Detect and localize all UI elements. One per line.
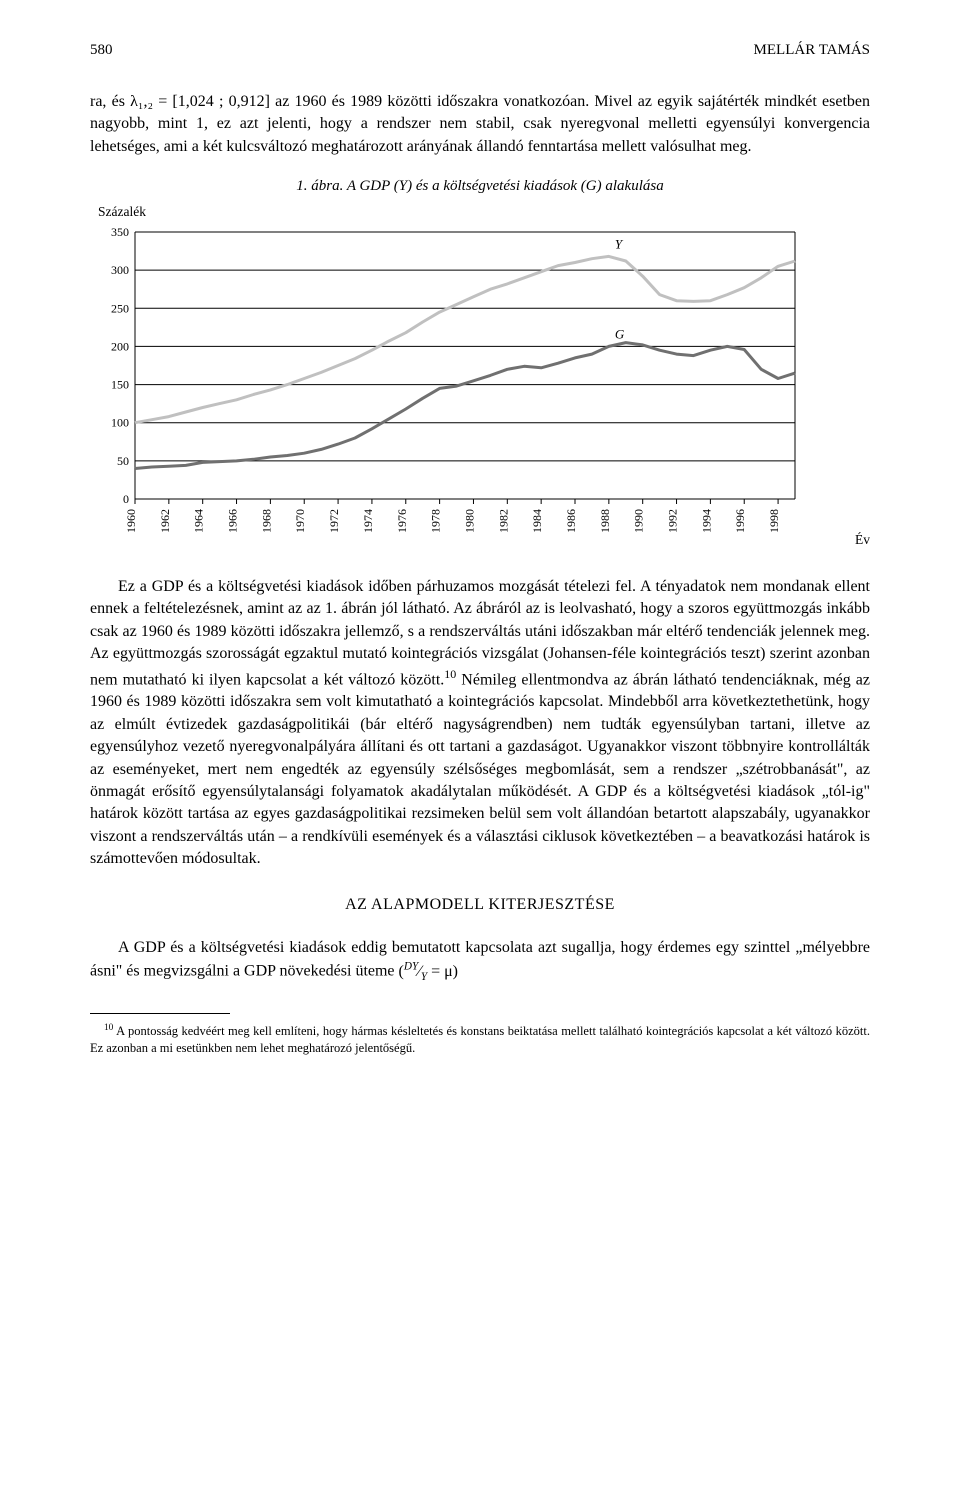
- svg-text:1982: 1982: [496, 509, 510, 533]
- author-name: MELLÁR TAMÁS: [754, 40, 870, 61]
- svg-text:1988: 1988: [598, 509, 612, 533]
- svg-text:1966: 1966: [226, 509, 240, 533]
- svg-text:1978: 1978: [429, 509, 443, 533]
- svg-text:0: 0: [123, 492, 129, 506]
- footnote-ref-10: 10: [444, 667, 456, 681]
- svg-text:Y: Y: [615, 236, 624, 251]
- svg-text:250: 250: [111, 301, 129, 315]
- chart-title: 1. ábra. A GDP (Y) és a költségvetési ki…: [90, 176, 870, 197]
- chart-x-axis-label: Év: [855, 531, 870, 550]
- inline-formula: (DY⁄Y = μ): [399, 963, 458, 980]
- svg-text:1984: 1984: [530, 509, 544, 533]
- section-title: AZ ALAPMODELL KITERJESZTÉSE: [90, 894, 870, 916]
- svg-text:1972: 1972: [327, 509, 341, 533]
- svg-text:1962: 1962: [158, 509, 172, 533]
- svg-text:1998: 1998: [767, 509, 781, 533]
- svg-text:1976: 1976: [395, 509, 409, 533]
- svg-text:1960: 1960: [124, 509, 138, 533]
- chart-y-axis-label: Százalék: [98, 203, 870, 222]
- paragraph-2: Ez a GDP és a költségvetési kiadások idő…: [90, 576, 870, 870]
- svg-text:300: 300: [111, 263, 129, 277]
- paragraph-3a: A GDP és a költségvetési kiadások eddig …: [90, 939, 870, 980]
- page-header: 580 MELLÁR TAMÁS: [90, 40, 870, 61]
- svg-text:1980: 1980: [462, 509, 476, 533]
- svg-text:200: 200: [111, 339, 129, 353]
- svg-text:1990: 1990: [632, 509, 646, 533]
- svg-text:1996: 1996: [733, 509, 747, 533]
- svg-text:1992: 1992: [666, 509, 680, 533]
- svg-text:150: 150: [111, 378, 129, 392]
- svg-text:1986: 1986: [564, 509, 578, 533]
- svg-text:1970: 1970: [293, 509, 307, 533]
- footnote-text: A pontosság kedvéért meg kell említeni, …: [90, 1025, 870, 1056]
- svg-text:1994: 1994: [699, 509, 713, 533]
- footnote-marker: 10: [104, 1023, 113, 1033]
- svg-text:1964: 1964: [192, 509, 206, 533]
- svg-text:350: 350: [111, 225, 129, 239]
- paragraph-2b: Némileg ellentmondva az ábrán látható te…: [90, 671, 870, 867]
- page-number: 580: [90, 40, 113, 61]
- svg-text:1968: 1968: [259, 509, 273, 533]
- footnote-10: 10 A pontosság kedvéért meg kell említen…: [90, 1022, 870, 1057]
- chart-figure-1: 1. ábra. A GDP (Y) és a költségvetési ki…: [90, 176, 870, 554]
- chart-svg: 0 50 100 150 200 250 300 350 1960 1962 1964 1966 196…: [90, 224, 810, 554]
- svg-text:1974: 1974: [361, 509, 375, 533]
- svg-text:100: 100: [111, 416, 129, 430]
- paragraph-1: ra, és λ₁,₂ = [1,024 ; 0,912] az 1960 és…: [90, 91, 870, 158]
- svg-text:G: G: [615, 326, 625, 341]
- svg-text:50: 50: [117, 454, 129, 468]
- chart-wrap: 0 50 100 150 200 250 300 350 1960 1962 1964 1966 196…: [90, 224, 870, 554]
- footnote-separator: [90, 1013, 230, 1014]
- paragraph-3: A GDP és a költségvetési kiadások eddig …: [90, 937, 870, 986]
